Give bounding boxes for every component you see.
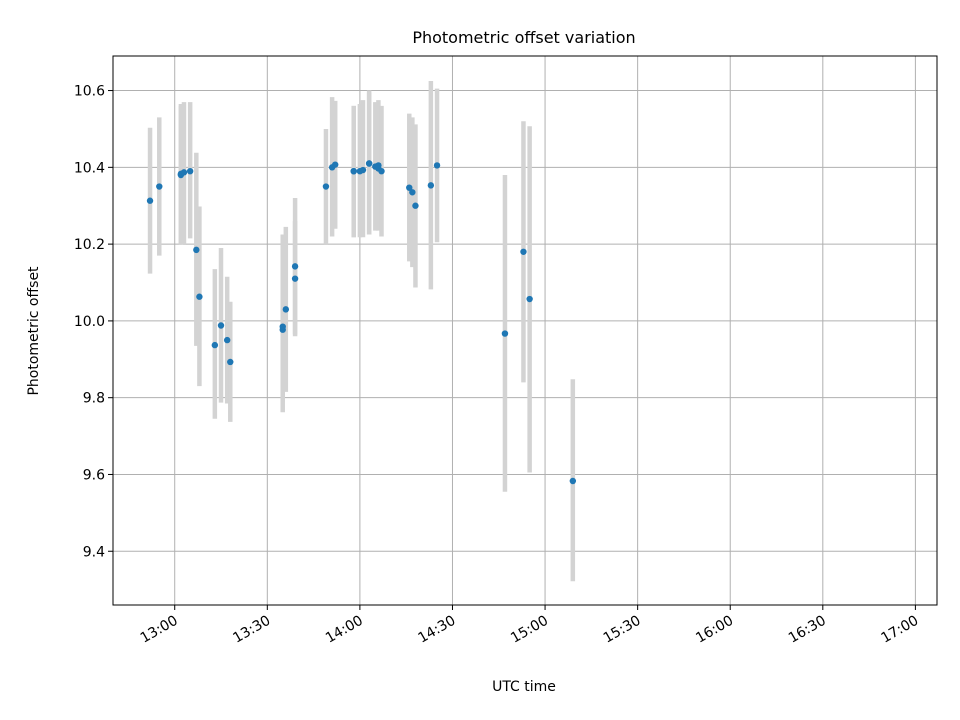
data-point: [365, 160, 373, 167]
y-axis-label: Photometric offset: [26, 266, 42, 396]
data-point: [359, 166, 367, 174]
data-point: [156, 183, 163, 190]
data-point: [291, 263, 299, 270]
y-tick-label: 10.4: [74, 160, 105, 176]
plot-area-frame: [112, 55, 938, 606]
data-point: [332, 161, 339, 168]
data-point: [282, 306, 290, 313]
data-point: [520, 248, 527, 255]
data-point: [223, 336, 231, 344]
x-axis-label: UTC time: [492, 679, 556, 695]
x-tick-label: 17:00: [878, 613, 921, 647]
data-point: [526, 295, 533, 303]
data-point: [409, 189, 416, 196]
data-point: [227, 358, 234, 366]
data-point: [217, 322, 225, 329]
chart-title: Photometric offset variation: [412, 28, 635, 47]
y-tick-label: 10.2: [74, 237, 105, 253]
y-axis-ticks: 9.4 9.6 9.8 10.0 10.2 10.4 10.6: [74, 84, 113, 560]
x-axis-ticks: 13:00 13:30 14:00 14:30 15:00 15:30 16:00 16:30…: [138, 605, 921, 647]
data-point: [569, 477, 577, 485]
data-point: [350, 167, 357, 175]
data-point: [322, 183, 330, 190]
data-point: [427, 182, 435, 189]
data-point: [406, 184, 413, 191]
data-point: [279, 323, 286, 330]
data-point: [433, 162, 441, 169]
y-tick-label: 9.8: [83, 391, 105, 407]
data-points: [146, 160, 577, 485]
data-point: [291, 275, 299, 282]
x-tick-label: 14:30: [416, 613, 459, 647]
y-tick-label: 10.0: [74, 314, 105, 330]
x-tick-label: 15:30: [601, 613, 644, 647]
x-tick-label: 16:30: [786, 613, 829, 647]
data-point: [186, 167, 194, 175]
y-tick-label: 9.4: [83, 544, 105, 560]
x-tick-label: 16:00: [693, 613, 736, 647]
x-tick-label: 14:00: [323, 613, 366, 647]
x-tick-label: 13:30: [230, 613, 273, 647]
data-point: [378, 167, 385, 175]
data-point: [196, 293, 203, 300]
y-tick-label: 9.6: [83, 467, 105, 483]
data-point: [180, 169, 188, 176]
error-bars: [147, 80, 576, 582]
data-point: [211, 341, 219, 349]
data-point: [146, 197, 154, 204]
data-point: [501, 330, 509, 337]
data-point: [412, 202, 419, 209]
data-point: [193, 246, 200, 254]
y-tick-label: 10.6: [74, 84, 105, 100]
x-tick-label: 13:00: [138, 613, 181, 647]
x-tick-label: 15:00: [508, 613, 551, 647]
